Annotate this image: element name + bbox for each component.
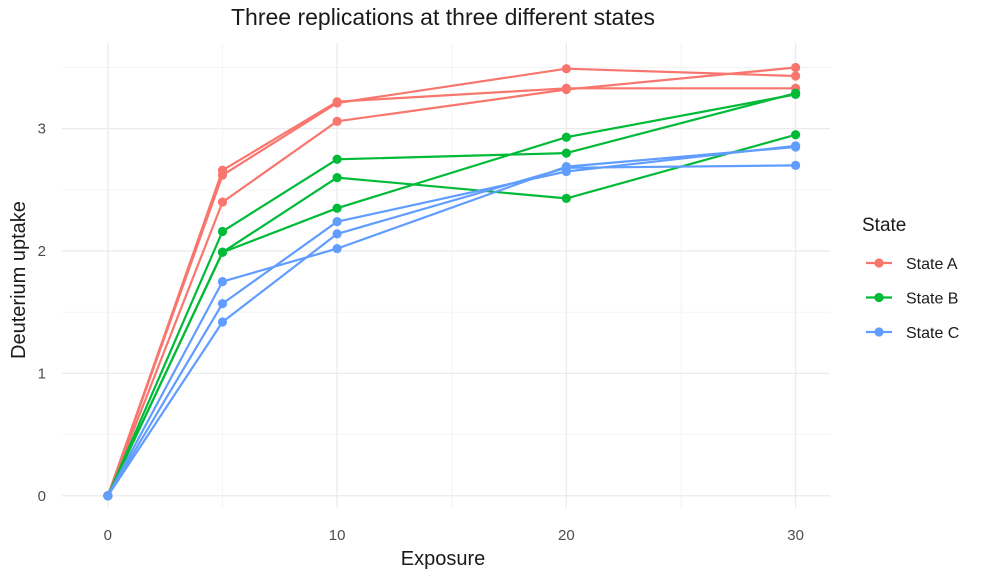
data-point [561, 148, 571, 158]
grid [62, 43, 830, 508]
data-point [332, 217, 342, 227]
y-axis-ticks: 0 1 2 3 [38, 121, 46, 505]
data-point [332, 116, 342, 126]
y-tick-label: 1 [38, 365, 46, 382]
data-point [791, 130, 801, 140]
legend-key-point [874, 292, 884, 303]
legend-label: State C [906, 325, 959, 342]
data-point [561, 84, 571, 95]
chart-title: Three replications at three different st… [231, 4, 655, 30]
legend-label: State B [906, 291, 958, 308]
data-point [217, 197, 228, 207]
legend: State State A State B State C [862, 215, 959, 342]
data-point [217, 317, 228, 327]
legend-label: State A [906, 256, 958, 273]
data-point [332, 154, 342, 164]
data-point [791, 89, 801, 99]
data-point [561, 64, 571, 74]
data-point [332, 98, 342, 108]
legend-key-point [874, 258, 884, 268]
y-tick-label: 0 [38, 488, 46, 505]
legend-entries: State A State B State C [866, 256, 959, 342]
series-points [103, 62, 801, 501]
data-point [791, 62, 801, 73]
data-point [217, 226, 228, 237]
data-point [217, 170, 228, 180]
x-tick-label: 10 [329, 527, 346, 544]
data-point [332, 173, 342, 183]
data-point [561, 193, 571, 204]
legend-key-point [874, 327, 884, 337]
data-point [103, 491, 113, 501]
x-axis-title: Exposure [401, 548, 486, 570]
y-axis-title: Deuterium uptake [8, 201, 30, 359]
x-tick-label: 20 [558, 527, 575, 544]
data-point [332, 243, 342, 254]
data-point [332, 229, 342, 239]
data-point [561, 132, 571, 142]
data-point [791, 160, 801, 170]
legend-title: State [862, 215, 906, 236]
x-axis-ticks: 0 10 20 30 [104, 527, 804, 544]
y-tick-label: 2 [38, 243, 46, 260]
data-point [217, 277, 228, 287]
data-point [332, 203, 342, 213]
data-point [561, 163, 571, 173]
y-tick-label: 3 [38, 121, 46, 138]
data-point [791, 71, 801, 81]
data-point [217, 247, 228, 257]
x-tick-label: 30 [787, 527, 804, 544]
data-point [217, 299, 228, 309]
x-tick-label: 0 [104, 527, 112, 544]
data-point [791, 141, 801, 151]
